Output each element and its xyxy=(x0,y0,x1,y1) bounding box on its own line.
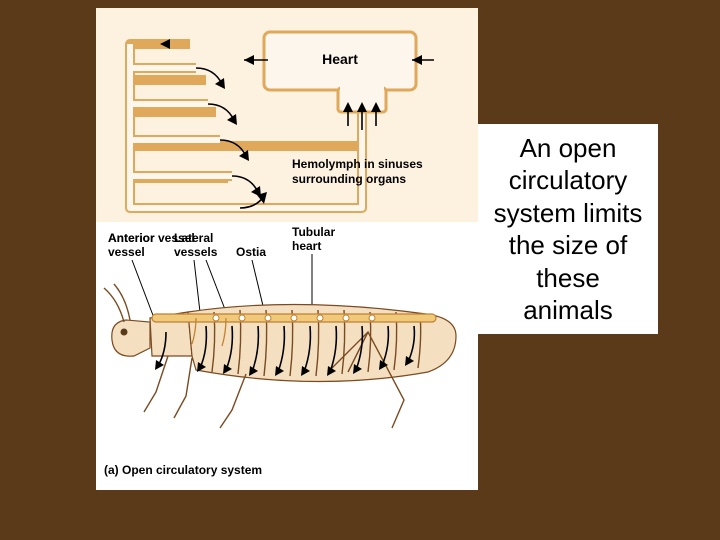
caption-panel: An open circulatory system limits the si… xyxy=(478,124,658,334)
figure-caption: (a) Open circulatory system xyxy=(104,463,262,477)
lateral-vessels-label-l1: Lateral xyxy=(174,231,213,245)
heart-label: Heart xyxy=(322,51,358,67)
caption-text: An open circulatory system limits the si… xyxy=(488,132,648,327)
anterior-vessel-label-l1: Anterior xyxy=(108,231,155,245)
lateral-vessels-label-l2: vessels xyxy=(174,245,218,259)
grasshopper-diagram: Anterior vessel Anterior vessel Lateral … xyxy=(96,222,478,490)
schematic-diagram: Heart Hemolymph in sinuses surrounding o… xyxy=(96,8,478,222)
ostia-label: Ostia xyxy=(236,245,266,259)
figure-panel: Heart Hemolymph in sinuses surrounding o… xyxy=(96,8,478,490)
tubular-heart-label-l1: Tubular xyxy=(292,225,335,239)
anterior-vessel-label-l2: vessel xyxy=(108,245,145,259)
hemolymph-label-1: Hemolymph in sinuses xyxy=(292,157,423,171)
ostia-up-arrows xyxy=(343,102,381,130)
tubular-heart-label-l2: heart xyxy=(292,239,321,253)
hemolymph-label-2: surrounding organs xyxy=(292,172,406,186)
